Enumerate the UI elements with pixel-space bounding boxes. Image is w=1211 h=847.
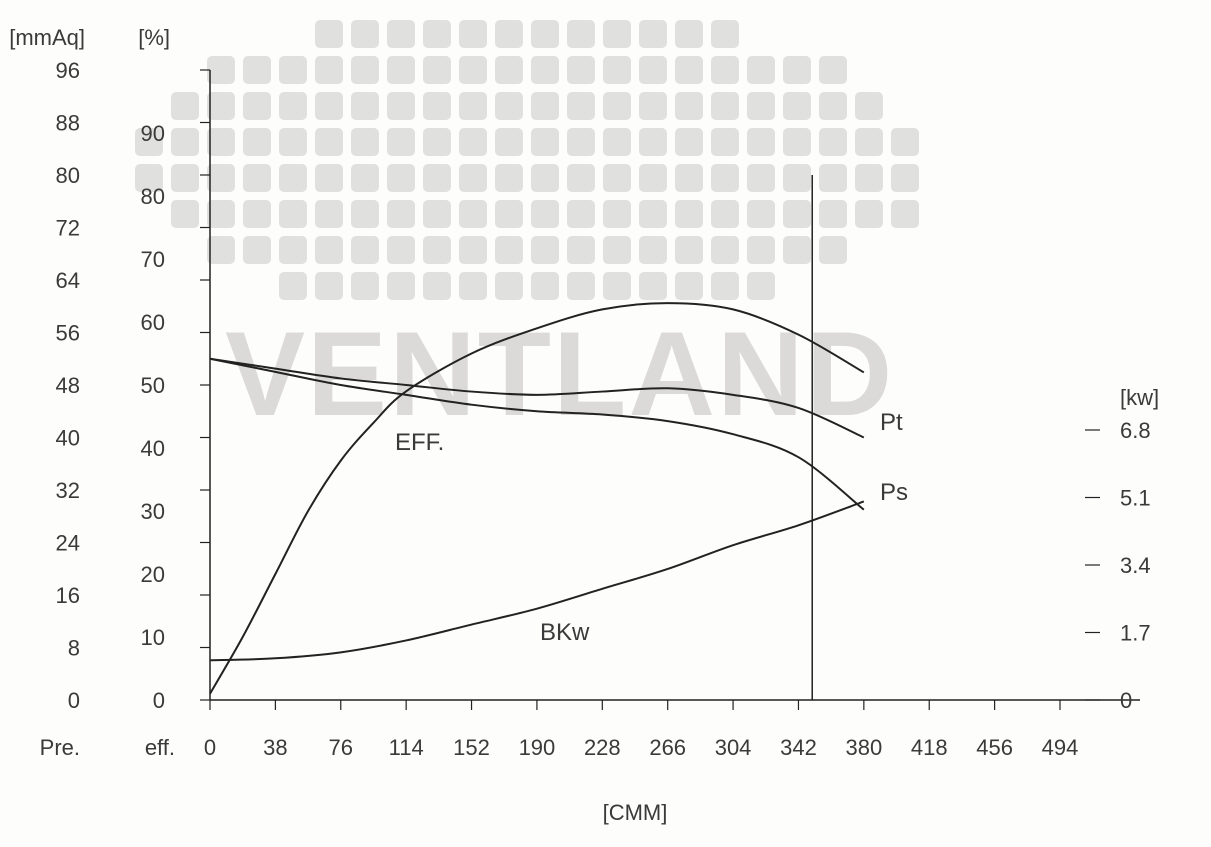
kw-axis-title: [kw] <box>1120 385 1159 410</box>
pressure-tick-label: 88 <box>56 111 80 136</box>
series-bkw-label: BKw <box>540 619 590 646</box>
pressure-tick-label: 56 <box>56 321 80 346</box>
x-tick-label: 152 <box>453 735 490 760</box>
kw-tick-label: 3.4 <box>1120 553 1151 578</box>
eff-label: eff. <box>145 735 175 760</box>
x-tick-label: 76 <box>329 735 353 760</box>
x-tick-label: 342 <box>780 735 817 760</box>
x-tick-label: 114 <box>389 735 424 760</box>
kw-tick-label: 0 <box>1120 688 1132 713</box>
pressure-tick-label: 40 <box>56 426 80 451</box>
eff-tick-label: 0 <box>153 688 165 713</box>
pressure-tick-label: 80 <box>56 163 80 188</box>
eff-tick-label: 90 <box>141 121 165 146</box>
x-tick-label: 456 <box>976 735 1013 760</box>
kw-tick-label: 1.7 <box>1120 621 1151 646</box>
eff-tick-label: 70 <box>141 247 165 272</box>
kw-tick-label: 5.1 <box>1120 486 1151 511</box>
x-tick-label: 418 <box>911 735 948 760</box>
x-tick-label: 190 <box>519 735 556 760</box>
pressure-tick-label: 64 <box>56 268 80 293</box>
x-tick-label: 228 <box>584 735 621 760</box>
pressure-tick-label: 48 <box>56 373 80 398</box>
eff-tick-label: 20 <box>141 562 165 587</box>
fan-performance-chart: VENTLAND 0 38 76 114 152 190 228 266 304 342 380 418… <box>0 0 1211 847</box>
eff-tick-label: 50 <box>141 373 165 398</box>
x-tick-label: 266 <box>649 735 686 760</box>
x-tick-label: 38 <box>263 735 287 760</box>
pressure-tick-label: 8 <box>68 636 80 661</box>
series-bkw-curve <box>210 501 864 660</box>
pre-label: Pre. <box>40 735 80 760</box>
series-ps-label: Ps <box>880 479 908 506</box>
x-tick-label: 380 <box>845 735 882 760</box>
x-tick-label: 304 <box>715 735 752 760</box>
series-eff-label: EFF. <box>395 429 444 456</box>
chart-svg: VENTLAND 0 38 76 114 152 190 228 266 304 342 380 418… <box>0 0 1211 847</box>
pressure-tick-label: 16 <box>56 583 80 608</box>
x-tick-label: 494 <box>1042 735 1079 760</box>
series-pt-label: Pt <box>880 409 903 436</box>
pressure-tick-label: 96 <box>56 58 80 83</box>
pressure-tick-label: 72 <box>56 216 80 241</box>
branding-watermark: VENTLAND <box>225 307 894 441</box>
eff-tick-label: 60 <box>141 310 165 335</box>
pressure-tick-label: 0 <box>68 688 80 713</box>
mmaq-header: [mmAq] <box>9 25 85 50</box>
kw-tick-label: 6.8 <box>1120 418 1151 443</box>
pressure-tick-label: 24 <box>56 531 80 556</box>
pct-header: [%] <box>138 25 170 50</box>
eff-tick-label: 40 <box>141 436 165 461</box>
eff-tick-label: 80 <box>141 184 165 209</box>
eff-tick-label: 30 <box>141 499 165 524</box>
x-axis-title: [CMM] <box>603 800 668 825</box>
pressure-tick-label: 32 <box>56 478 80 503</box>
x-tick-label: 0 <box>204 735 216 760</box>
eff-tick-label: 10 <box>141 625 165 650</box>
